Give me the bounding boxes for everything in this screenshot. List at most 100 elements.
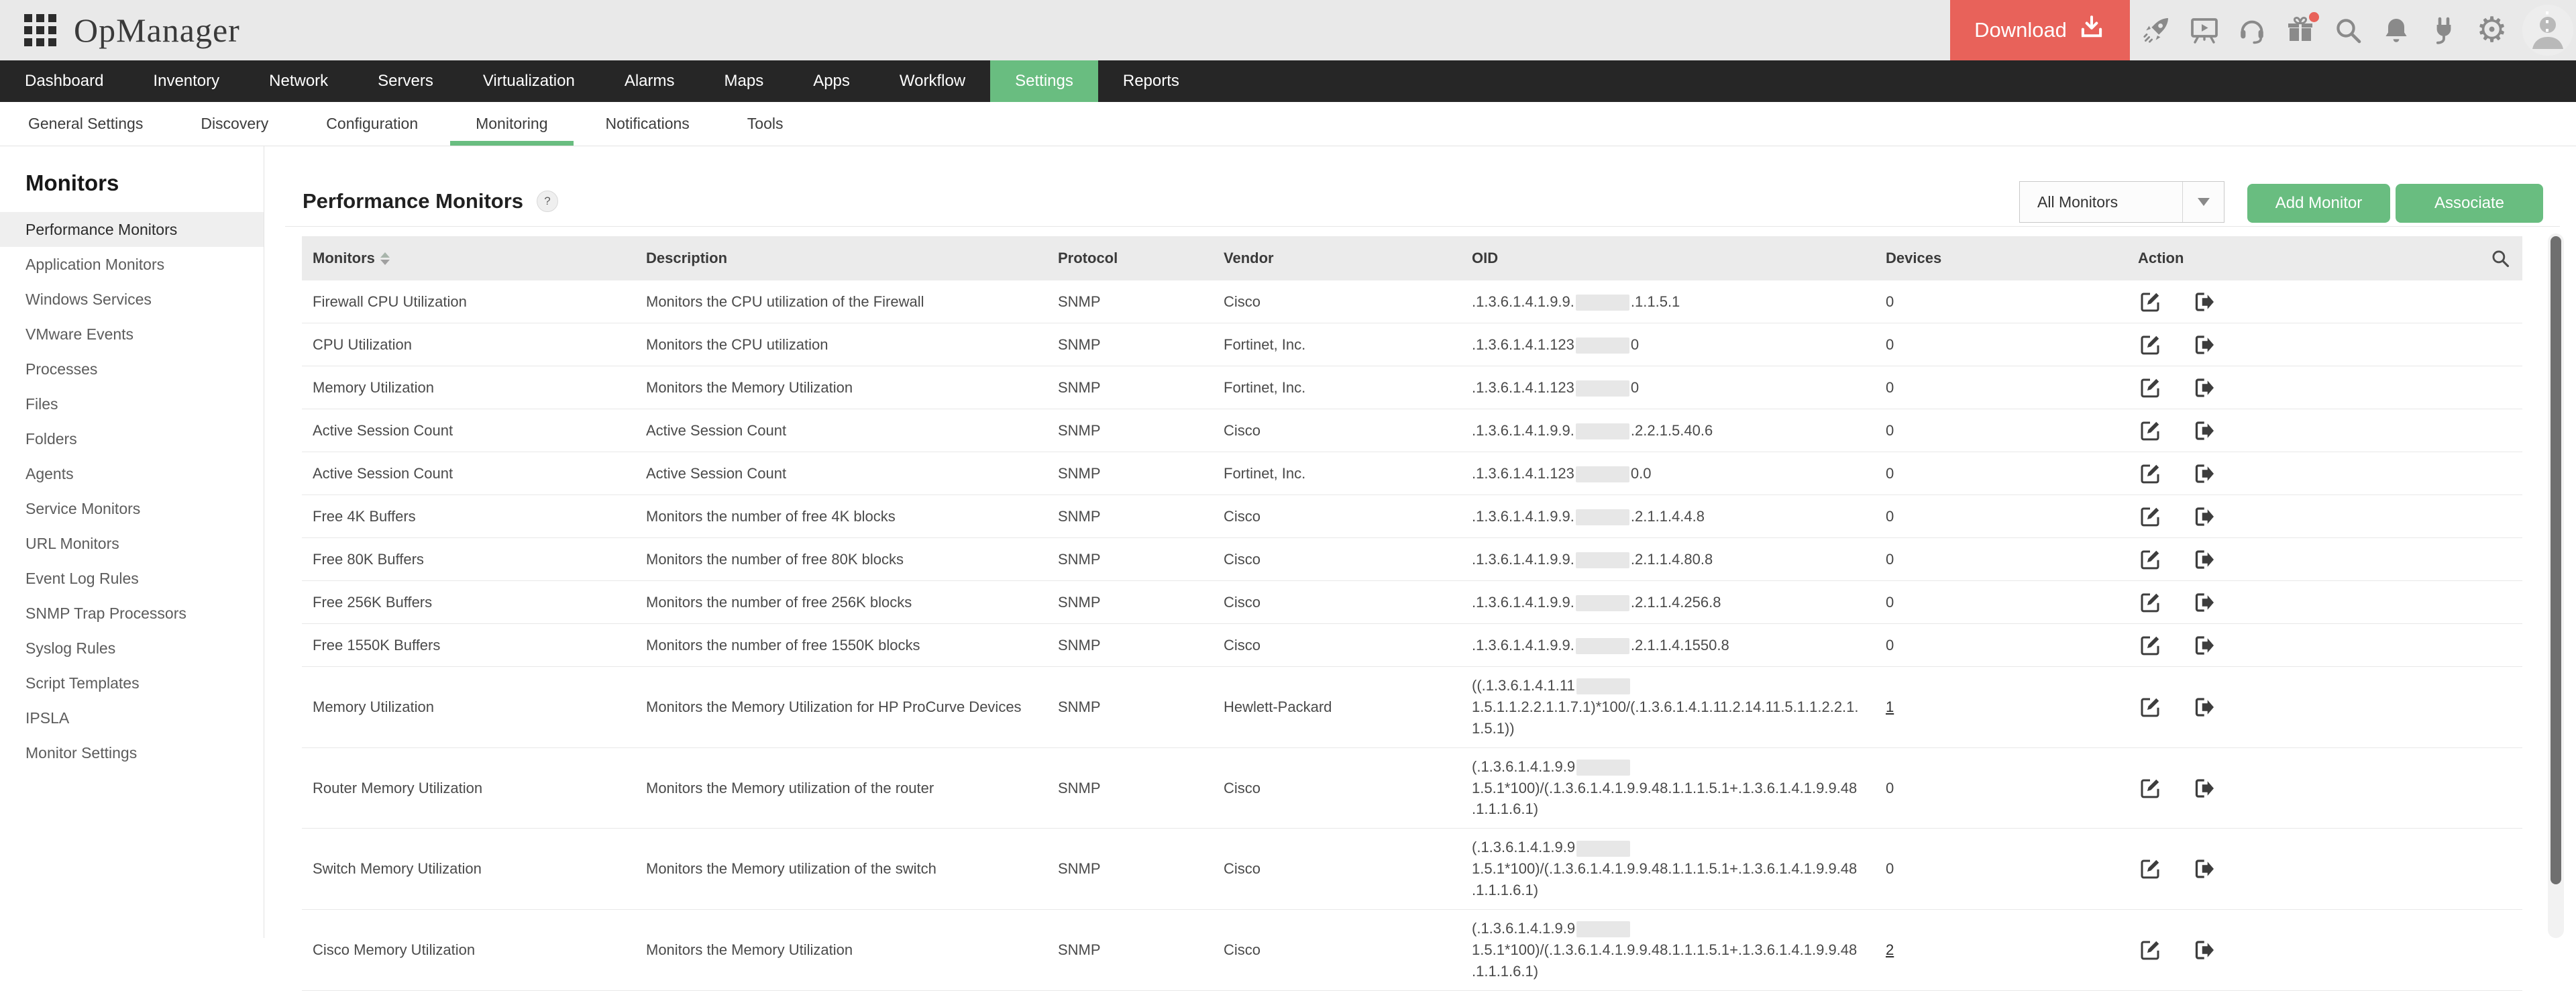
sidebar-item[interactable]: Syslog Rules (0, 631, 264, 666)
column-header-monitors[interactable]: Monitors (302, 250, 635, 267)
support-headset-icon[interactable] (2235, 11, 2269, 50)
nav-tab[interactable]: Reports (1098, 60, 1204, 102)
devices-count[interactable]: 2 (1886, 941, 1894, 958)
table-search-icon[interactable] (2489, 247, 2512, 274)
edit-monitor-icon[interactable] (2138, 857, 2162, 881)
subnav-tab[interactable]: Discovery (201, 102, 268, 146)
sidebar-item[interactable]: URL Monitors (0, 526, 264, 561)
sidebar-item[interactable]: Service Monitors (0, 491, 264, 526)
subnav-tab[interactable]: Configuration (326, 102, 418, 146)
associate-device-icon[interactable] (2192, 505, 2216, 529)
associate-device-icon[interactable] (2192, 938, 2216, 962)
cell-monitor-name: Active Session Count (313, 421, 453, 439)
associate-device-icon[interactable] (2192, 333, 2216, 357)
edit-monitor-icon[interactable] (2138, 547, 2162, 572)
associate-device-icon[interactable] (2192, 590, 2216, 615)
nav-tab[interactable]: Alarms (600, 60, 700, 102)
table-row: Memory Utilization Monitors the Memory U… (302, 667, 2522, 748)
devices-count[interactable]: 1 (1886, 698, 1894, 715)
sidebar-item[interactable]: Monitor Settings (0, 735, 264, 770)
sidebar-item[interactable]: Folders (0, 421, 264, 456)
subnav-tab[interactable]: Monitoring (449, 102, 574, 146)
edit-monitor-icon[interactable] (2138, 505, 2162, 529)
demo-player-icon[interactable] (2187, 11, 2222, 50)
nav-tab[interactable]: Inventory (128, 60, 244, 102)
nav-tab[interactable]: Virtualization (458, 60, 600, 102)
oid-redacted-segment (1576, 840, 1631, 857)
rocket-icon[interactable] (2139, 11, 2174, 50)
sidebar-item[interactable]: Files (0, 386, 264, 421)
cell-protocol: SNMP (1058, 779, 1101, 796)
add-monitor-button[interactable]: Add Monitor (2247, 184, 2390, 223)
associate-device-icon[interactable] (2192, 695, 2216, 719)
cell-description: Monitors the number of free 4K blocks (646, 507, 896, 525)
oid-redacted-segment (1575, 552, 1629, 568)
table-row: Cisco Memory Utilization Monitors the Me… (302, 910, 2522, 991)
cell-oid: ((.1.3.6.1.4.1.11 1.5.1.1.2.2.1.1.7.1)*10… (1461, 667, 1875, 747)
edit-monitor-icon[interactable] (2138, 462, 2162, 486)
download-button[interactable]: Download (1950, 0, 2130, 60)
sidebar-item[interactable]: SNMP Trap Processors (0, 596, 264, 631)
nav-tab[interactable]: Servers (353, 60, 458, 102)
sidebar-item[interactable]: Script Templates (0, 666, 264, 700)
subnav-tab-label: Notifications (605, 115, 690, 132)
associate-device-icon[interactable] (2192, 462, 2216, 486)
associate-device-icon[interactable] (2192, 419, 2216, 443)
edit-monitor-icon[interactable] (2138, 590, 2162, 615)
sidebar-item[interactable]: Agents (0, 456, 264, 491)
cell-protocol: SNMP (1058, 464, 1101, 482)
edit-monitor-icon[interactable] (2138, 290, 2162, 314)
monitor-filter-dropdown[interactable]: All Monitors (2019, 181, 2224, 223)
sidebar-item[interactable]: IPSLA (0, 700, 264, 735)
user-avatar[interactable] (2522, 5, 2573, 56)
nav-tab[interactable]: Settings (990, 60, 1098, 102)
nav-tab-label: Network (269, 72, 329, 90)
devices-count: 0 (1886, 293, 1894, 310)
associate-device-icon[interactable] (2192, 857, 2216, 881)
help-badge[interactable]: ? (537, 191, 559, 212)
associate-device-icon[interactable] (2192, 547, 2216, 572)
associate-device-icon[interactable] (2192, 290, 2216, 314)
sidebar-item[interactable]: Windows Services (0, 282, 264, 317)
edit-monitor-icon[interactable] (2138, 633, 2162, 658)
nav-overflow-kebab-icon[interactable]: ⋮ (2534, 7, 2560, 36)
edit-monitor-icon[interactable] (2138, 376, 2162, 400)
edit-monitor-icon[interactable] (2138, 776, 2162, 800)
sidebar-item[interactable]: Performance Monitors (0, 212, 264, 247)
oid-redacted-segment (1575, 337, 1629, 354)
oid-suffix: 1.5.1*100)/(.1.3.6.1.4.1.9.9.48.1.1.1.5.… (1472, 860, 1858, 899)
nav-tab[interactable]: Apps (788, 60, 875, 102)
edit-monitor-icon[interactable] (2138, 695, 2162, 719)
sidebar-item[interactable]: Processes (0, 352, 264, 386)
subnav-tab[interactable]: Notifications (606, 102, 690, 146)
edit-monitor-icon[interactable] (2138, 938, 2162, 962)
sidebar-item[interactable]: Application Monitors (0, 247, 264, 282)
main-content: Performance Monitors ? All Monitors Add … (265, 146, 2576, 991)
sort-icon[interactable] (380, 252, 390, 265)
associate-button[interactable]: Associate (2396, 184, 2543, 223)
cell-action (2127, 411, 2522, 451)
associate-device-icon[interactable] (2192, 776, 2216, 800)
table-row: Memory Utilization Monitors the Memory U… (302, 366, 2522, 409)
vertical-scrollbar-track[interactable] (2548, 233, 2564, 938)
gift-icon[interactable] (2283, 11, 2319, 50)
associate-device-icon[interactable] (2192, 633, 2216, 658)
sidebar-item[interactable]: VMware Events (0, 317, 264, 352)
vertical-scrollbar-thumb[interactable] (2551, 236, 2561, 884)
edit-monitor-icon[interactable] (2138, 333, 2162, 357)
gear-icon[interactable]: ⚙ (2476, 11, 2508, 50)
plug-icon[interactable] (2426, 11, 2461, 50)
sidebar-item-label: Syslog Rules (25, 639, 116, 657)
global-search-icon[interactable] (2330, 11, 2365, 50)
nav-tab[interactable]: Maps (700, 60, 789, 102)
sidebar-item[interactable]: Event Log Rules (0, 561, 264, 596)
bell-icon[interactable] (2379, 11, 2414, 50)
nav-tab[interactable]: Network (244, 60, 353, 102)
nav-tab[interactable]: Workflow (875, 60, 990, 102)
edit-monitor-icon[interactable] (2138, 419, 2162, 443)
subnav-tab[interactable]: General Settings (28, 102, 143, 146)
cell-monitor-name: CPU Utilization (313, 335, 412, 353)
nav-tab[interactable]: Dashboard (0, 60, 128, 102)
subnav-tab[interactable]: Tools (747, 102, 784, 146)
associate-device-icon[interactable] (2192, 376, 2216, 400)
